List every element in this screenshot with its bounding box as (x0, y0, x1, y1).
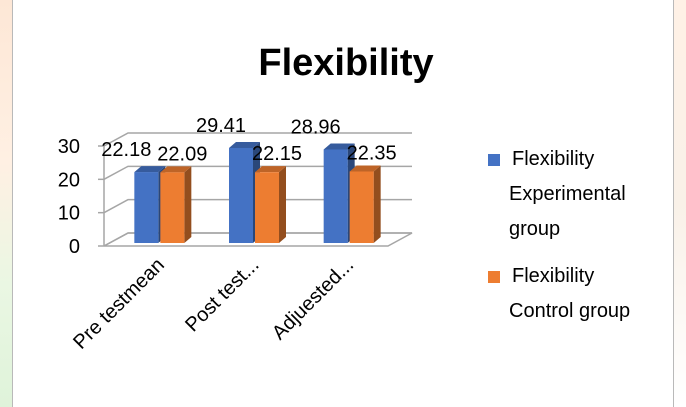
data-label-1-1: 22.15 (252, 143, 302, 165)
legend-label-1-1: Control group (509, 300, 630, 322)
x-category-label-2: Adjuested... (268, 254, 358, 344)
bar-top-0-0 (134, 166, 166, 173)
bar-control-1 (255, 172, 279, 243)
x-category-label-0: Pre testmean (69, 254, 169, 354)
y-tick-label-30: 30 (58, 136, 80, 158)
bar-side-1-0 (184, 166, 192, 243)
data-label-1-0: 22.09 (157, 143, 207, 165)
bar-control-2 (349, 171, 374, 243)
data-label-0-1: 29.41 (196, 115, 246, 137)
bar-top-1-0 (160, 166, 192, 173)
legend-label-0-2: group (509, 218, 560, 240)
legend-label-0-1: Experimental (509, 183, 626, 205)
legend-swatch-1 (488, 271, 500, 283)
background-strip-left (0, 0, 12, 407)
legend-label-1-0: Flexibility (512, 265, 594, 287)
x-category-label-1: Post test... (181, 254, 263, 336)
legend-swatch-0 (488, 154, 500, 166)
y-tick-label-0: 0 (69, 236, 80, 258)
bar-top-0-1 (229, 141, 260, 148)
bar-top-0-2 (323, 143, 355, 150)
data-label-1-2: 22.35 (347, 143, 397, 165)
bar-side-1-2 (373, 165, 381, 243)
chart-title: Flexibility (258, 42, 433, 84)
bar-experimental-0 (134, 172, 159, 243)
data-label-0-0: 22.18 (101, 139, 151, 161)
chart-floor (103, 232, 413, 247)
bar-experimental-1 (229, 147, 253, 243)
y-tick-label-10: 10 (58, 203, 80, 225)
background-strip-right (674, 0, 686, 407)
gridline-30 (103, 132, 412, 147)
data-label-0-2: 28.96 (291, 116, 341, 138)
bar-control-0 (160, 172, 185, 243)
y-tick-label-20: 20 (58, 169, 80, 191)
gridline-20 (103, 165, 412, 180)
bar-experimental-2 (323, 149, 348, 243)
bar-side-1-1 (279, 166, 286, 243)
bar-top-1-1 (255, 166, 286, 173)
gridline-10 (103, 198, 412, 214)
bar-top-1-2 (349, 165, 381, 172)
legend-label-0-0: Flexibility (512, 148, 594, 170)
